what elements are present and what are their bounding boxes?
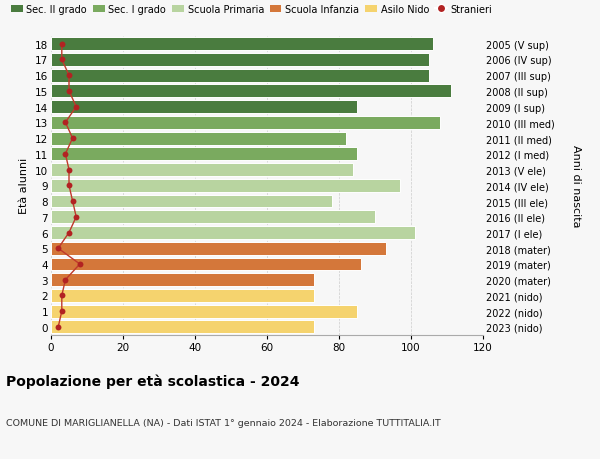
Text: Popolazione per età scolastica - 2024: Popolazione per età scolastica - 2024	[6, 374, 299, 389]
Y-axis label: Età alunni: Età alunni	[19, 158, 29, 214]
Point	[75, 261, 85, 268]
Point	[68, 135, 77, 142]
Bar	[51, 242, 386, 255]
Bar	[51, 117, 440, 129]
Bar	[51, 227, 415, 240]
Point	[68, 198, 77, 205]
Bar	[51, 179, 400, 192]
Legend: Sec. II grado, Sec. I grado, Scuola Primaria, Scuola Infanzia, Asilo Nido, Stran: Sec. II grado, Sec. I grado, Scuola Prim…	[11, 5, 492, 15]
Text: COMUNE DI MARIGLIANELLA (NA) - Dati ISTAT 1° gennaio 2024 - Elaborazione TUTTITA: COMUNE DI MARIGLIANELLA (NA) - Dati ISTA…	[6, 418, 441, 427]
Point	[71, 213, 81, 221]
Bar	[51, 38, 433, 51]
Point	[61, 119, 70, 127]
Bar	[51, 289, 314, 302]
Bar	[51, 101, 357, 114]
Point	[57, 292, 67, 299]
Point	[57, 56, 67, 64]
Bar	[51, 85, 451, 98]
Point	[57, 41, 67, 48]
Bar	[51, 164, 353, 177]
Point	[64, 73, 74, 80]
Bar	[51, 54, 429, 67]
Bar	[51, 258, 361, 271]
Bar	[51, 321, 314, 334]
Point	[61, 276, 70, 284]
Point	[57, 308, 67, 315]
Bar	[51, 69, 429, 83]
Bar	[51, 305, 357, 318]
Point	[53, 245, 63, 252]
Bar	[51, 211, 375, 224]
Point	[53, 324, 63, 331]
Point	[64, 88, 74, 95]
Bar	[51, 132, 346, 145]
Bar	[51, 274, 314, 286]
Point	[61, 151, 70, 158]
Point	[64, 182, 74, 190]
Point	[64, 167, 74, 174]
Point	[71, 104, 81, 111]
Point	[64, 230, 74, 237]
Bar	[51, 148, 357, 161]
Y-axis label: Anni di nascita: Anni di nascita	[571, 145, 581, 227]
Bar	[51, 195, 332, 208]
